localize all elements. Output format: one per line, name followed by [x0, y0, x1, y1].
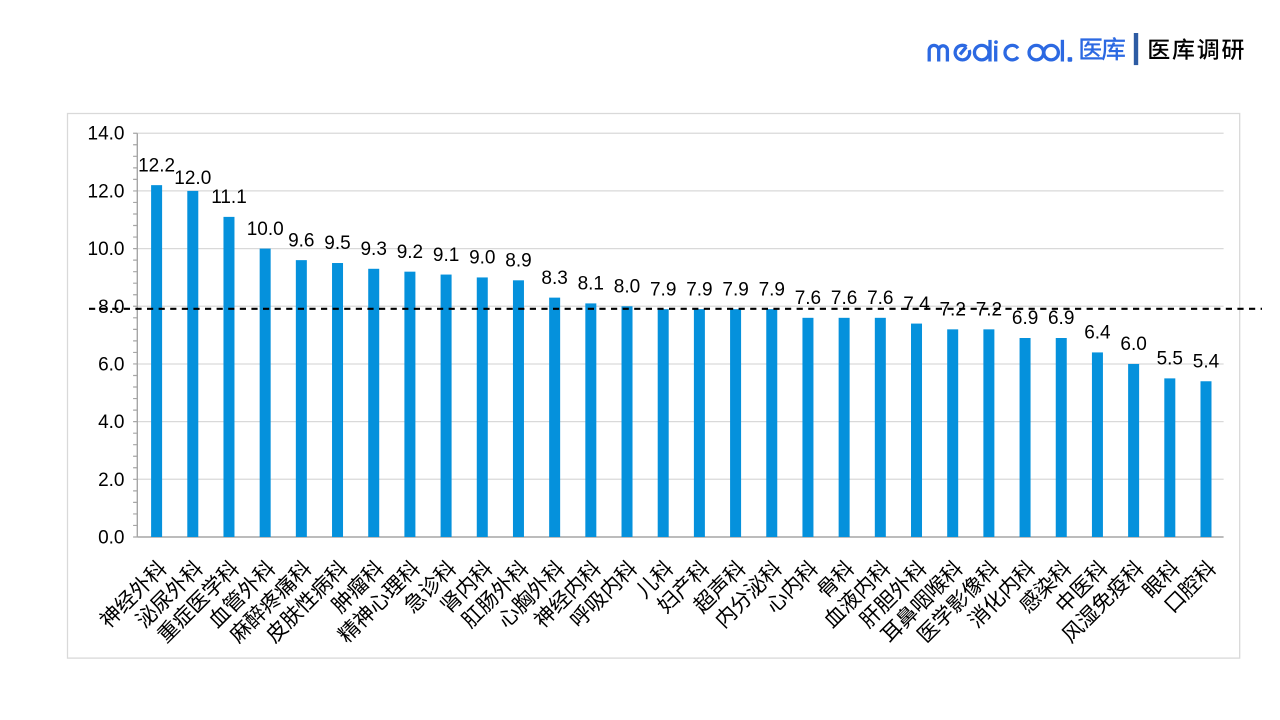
svg-text:8.3: 8.3	[541, 268, 567, 289]
svg-text:6.0: 6.0	[1120, 334, 1146, 355]
svg-text:6.9: 6.9	[1012, 308, 1038, 329]
svg-text:9.6: 9.6	[288, 230, 314, 251]
svg-text:9.0: 9.0	[469, 248, 495, 269]
svg-text:9.2: 9.2	[397, 242, 423, 263]
svg-text:10.0: 10.0	[88, 239, 125, 260]
svg-text:8.0: 8.0	[614, 277, 640, 298]
svg-text:9.3: 9.3	[360, 239, 386, 260]
svg-text:11.1: 11.1	[211, 187, 247, 208]
svg-text:7.6: 7.6	[867, 288, 893, 309]
svg-text:2.0: 2.0	[98, 470, 124, 491]
svg-text:6.9: 6.9	[1048, 308, 1074, 329]
svg-text:5.4: 5.4	[1193, 352, 1220, 373]
svg-text:14.0: 14.0	[88, 124, 125, 145]
svg-text:7.2: 7.2	[939, 300, 965, 321]
svg-text:8.0: 8.0	[98, 297, 124, 318]
svg-text:7.6: 7.6	[831, 288, 857, 309]
svg-text:7.2: 7.2	[976, 300, 1002, 321]
svg-text:12.0: 12.0	[174, 168, 211, 189]
svg-text:10.0: 10.0	[247, 219, 284, 240]
svg-text:7.9: 7.9	[759, 279, 785, 300]
svg-text:7.6: 7.6	[795, 288, 821, 309]
svg-text:6.0: 6.0	[98, 355, 124, 376]
svg-text:9.1: 9.1	[433, 245, 459, 266]
svg-text:0.0: 0.0	[98, 528, 124, 549]
svg-text:8.9: 8.9	[505, 251, 531, 272]
svg-text:7.9: 7.9	[722, 279, 748, 300]
svg-text:7.9: 7.9	[686, 279, 712, 300]
svg-text:9.5: 9.5	[324, 233, 350, 254]
svg-text:7.4: 7.4	[903, 294, 930, 315]
svg-text:7.9: 7.9	[650, 279, 676, 300]
svg-text:8.1: 8.1	[578, 274, 604, 295]
svg-text:4.0: 4.0	[98, 412, 124, 433]
svg-text:12.0: 12.0	[88, 181, 125, 202]
svg-text:6.4: 6.4	[1084, 323, 1111, 344]
svg-text:12.2: 12.2	[138, 155, 175, 176]
svg-text:5.5: 5.5	[1157, 349, 1183, 370]
